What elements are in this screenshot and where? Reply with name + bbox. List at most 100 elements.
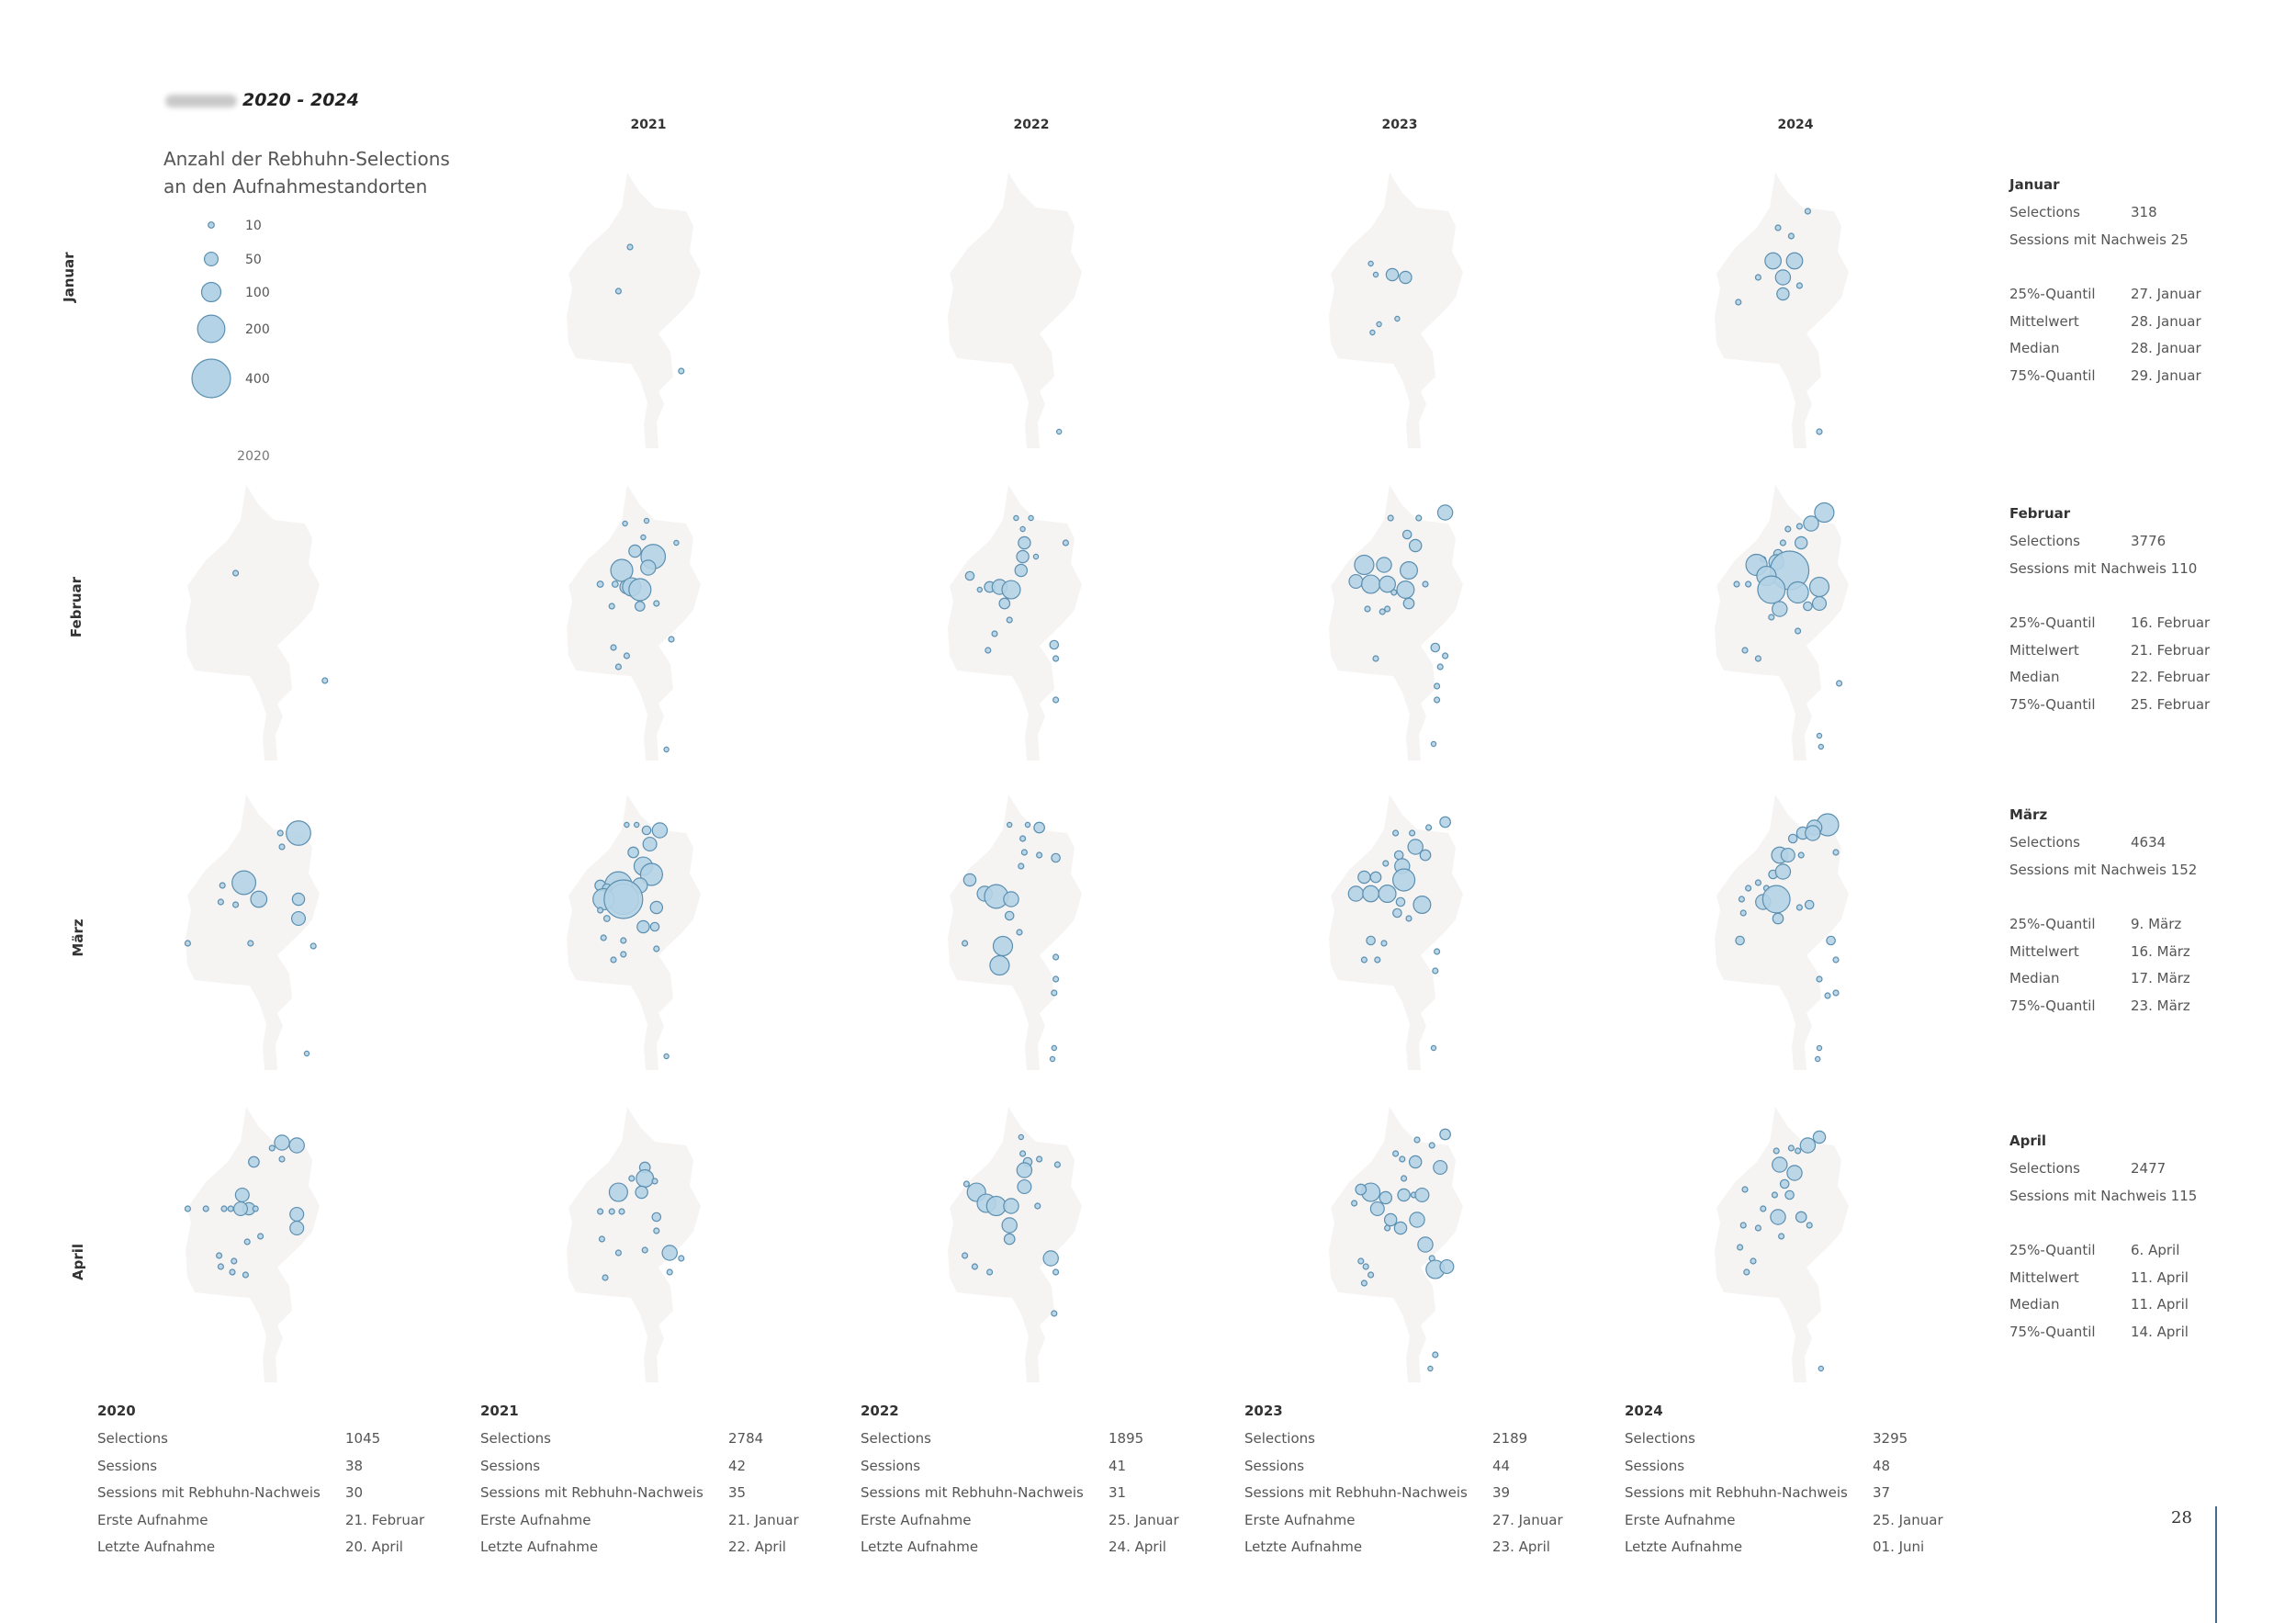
- bubble-point: [1816, 975, 1823, 983]
- bubble-point: [653, 945, 660, 952]
- bubble-point: [1397, 1188, 1411, 1202]
- legend-title-line1: Anzahl der Rebhuhn-Selections: [163, 148, 450, 170]
- map-panel-2024-0: [1715, 173, 1849, 448]
- legend-label: 10: [245, 219, 262, 233]
- bubble-point: [232, 901, 240, 908]
- legend-title: Anzahl der Rebhuhn-Selections an den Auf…: [163, 145, 476, 200]
- bubble-point: [1399, 1155, 1406, 1163]
- bubble-point: [1430, 1044, 1437, 1052]
- year-stats-title: 2024: [1625, 1403, 1663, 1419]
- bubble-point: [1737, 1244, 1744, 1251]
- region-outline: [1715, 485, 1849, 761]
- bubble-point: [1053, 1161, 1061, 1168]
- bubble-point: [611, 580, 619, 588]
- bubble-point: [1407, 839, 1424, 855]
- bubble-point: [1832, 956, 1840, 964]
- bubble-point: [1387, 514, 1394, 522]
- bubble-point: [651, 1178, 658, 1185]
- bubble-point: [1832, 989, 1840, 997]
- bubble-point: [1019, 1150, 1027, 1157]
- bubble-point: [1367, 1271, 1375, 1279]
- bubble-point: [627, 846, 639, 859]
- bubble-point: [1408, 1155, 1423, 1169]
- region-outline: [567, 1107, 701, 1382]
- bubble-point: [1376, 557, 1392, 573]
- bubble-point: [274, 1134, 290, 1151]
- bubble-point: [1348, 573, 1364, 590]
- bubble-point: [673, 539, 680, 547]
- bubble-point: [1379, 1190, 1393, 1205]
- region-outline: [1329, 795, 1463, 1070]
- year-stats-2021: 2021 Selections 2784 Sessions 42 Sessions mit…: [480, 1403, 799, 1566]
- bubble-point: [1018, 862, 1025, 870]
- bubble-point: [628, 544, 642, 558]
- bubble-point: [1739, 909, 1747, 917]
- bubble-point: [1432, 1351, 1439, 1358]
- stat-row: Mittelwert 21. Februar: [2009, 641, 2211, 659]
- region-outline: [1715, 1107, 1849, 1382]
- stat-row: Selections 3295: [1625, 1430, 1908, 1447]
- map-panel-2023-2: [1329, 795, 1463, 1070]
- bubble-point: [1439, 1258, 1455, 1275]
- year-stats-2023: 2023 Selections 2189 Sessions 44 Sessions mit…: [1244, 1403, 1563, 1566]
- month-stats-3: April Selections 2477 Sessions mit Nachwe…: [2009, 1133, 2197, 1351]
- bubble-point: [1016, 929, 1023, 936]
- bubble-point: [1379, 575, 1396, 593]
- bubble-point: [985, 1195, 1007, 1217]
- bubble-point: [1036, 1155, 1043, 1163]
- bubble-point: [1772, 601, 1788, 617]
- bubble-point: [1826, 935, 1836, 946]
- bubble-point: [642, 836, 658, 852]
- bubble-point: [1795, 904, 1803, 911]
- bubble-point: [1006, 616, 1013, 624]
- bubble-point: [1772, 912, 1784, 925]
- map-panel-2021-2: [567, 795, 701, 1070]
- stat-row: Erste Aufnahme 27. Januar: [1244, 1511, 1563, 1528]
- bubble-point: [1052, 975, 1060, 983]
- bubble-point: [250, 890, 268, 908]
- year-stats-2020: 2020 Selections 1045 Sessions 38 Sessions mit…: [97, 1403, 424, 1566]
- stat-row: 75%-Quantil 14. April: [2009, 1323, 2189, 1340]
- stat-row: Sessions 44: [1244, 1457, 1511, 1474]
- bubble-point: [1430, 740, 1437, 748]
- bubble-point: [1754, 655, 1761, 662]
- stat-row: Sessions mit Nachweis 25: [2009, 231, 2189, 248]
- bubble-point: [1360, 956, 1367, 964]
- bubble-point: [1018, 1133, 1025, 1141]
- bubble-point: [1818, 743, 1825, 750]
- bubble-point: [1003, 1198, 1019, 1214]
- bubble-point: [971, 1263, 978, 1270]
- region-outline: [948, 173, 1082, 448]
- stat-row: Sessions 41: [861, 1457, 1127, 1474]
- stat-row: Mittelwert 11. April: [2009, 1268, 2189, 1286]
- stat-row: 25%-Quantil 9. März: [2009, 916, 2182, 933]
- map-panel-2020-1: [186, 485, 329, 761]
- bubble-point: [1778, 1233, 1785, 1240]
- stat-row: Median 28. Januar: [2009, 340, 2201, 357]
- bubble-point: [1369, 871, 1382, 884]
- bubble-point: [1739, 1222, 1747, 1229]
- bubble-point: [1402, 597, 1415, 610]
- bubble-point: [985, 647, 992, 654]
- stat-row: 25%-Quantil 6. April: [2009, 1242, 2180, 1259]
- bubble-point: [242, 1271, 249, 1279]
- bubble-point: [1804, 899, 1815, 910]
- bubble-point: [1795, 1211, 1807, 1223]
- bubble-point: [1774, 224, 1782, 231]
- bubble-point: [310, 942, 317, 950]
- map-panel-2023-1: [1329, 485, 1463, 761]
- map-panel-2024-3: [1715, 1107, 1849, 1382]
- page-title-text: 2020 - 2024: [242, 90, 359, 110]
- bubble-point: [1439, 816, 1451, 828]
- region-outline: [186, 485, 320, 761]
- bubble-point: [663, 1053, 670, 1060]
- bubble-point: [1033, 821, 1045, 834]
- bubble-point: [653, 600, 660, 607]
- bubble-point: [976, 586, 984, 593]
- region-outline: [1329, 173, 1463, 448]
- column-header-2020: 2020: [237, 449, 270, 464]
- bubble-point: [1419, 849, 1432, 862]
- month-stats-title: April: [2009, 1133, 2047, 1149]
- bubble-point: [651, 1212, 662, 1223]
- bubble-point: [1779, 539, 1786, 547]
